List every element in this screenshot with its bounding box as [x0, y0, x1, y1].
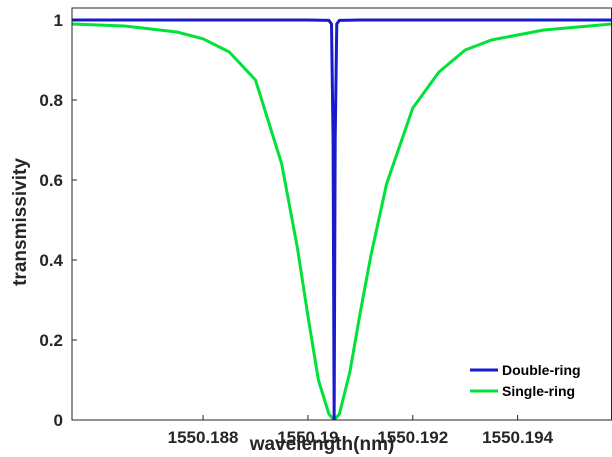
y-tick-label: 1 [54, 11, 63, 30]
x-axis-label: wavelength(nm) [249, 434, 395, 455]
x-tick-label: 1550.188 [168, 428, 239, 447]
legend: Double-ring Single-ring [470, 362, 581, 399]
x-tick-label: 1550.19 [277, 428, 338, 447]
x-tick-label: 1550.194 [482, 428, 553, 447]
plot-frame [71, 7, 612, 421]
series-line-single-ring [72, 22, 612, 420]
y-tick-label: 0.4 [39, 251, 63, 270]
x-tick-label: 1550.192 [377, 428, 448, 447]
y-axis-label: transmissivity [10, 158, 31, 286]
y-tick-label: 0.2 [39, 331, 63, 350]
series-line-double-ring [72, 18, 612, 420]
y-tick-label: 0.8 [39, 91, 63, 110]
y-tick-label: 0 [54, 411, 63, 430]
legend-label: Single-ring [502, 383, 575, 399]
ticks-layer: 0 0.2 0.4 0.6 0.8 1 1550.188 1550.19 1550.192 155… [39, 11, 553, 447]
legend-label: Double-ring [502, 362, 581, 378]
y-tick-label: 0.6 [39, 171, 63, 190]
series-layer [72, 18, 612, 420]
